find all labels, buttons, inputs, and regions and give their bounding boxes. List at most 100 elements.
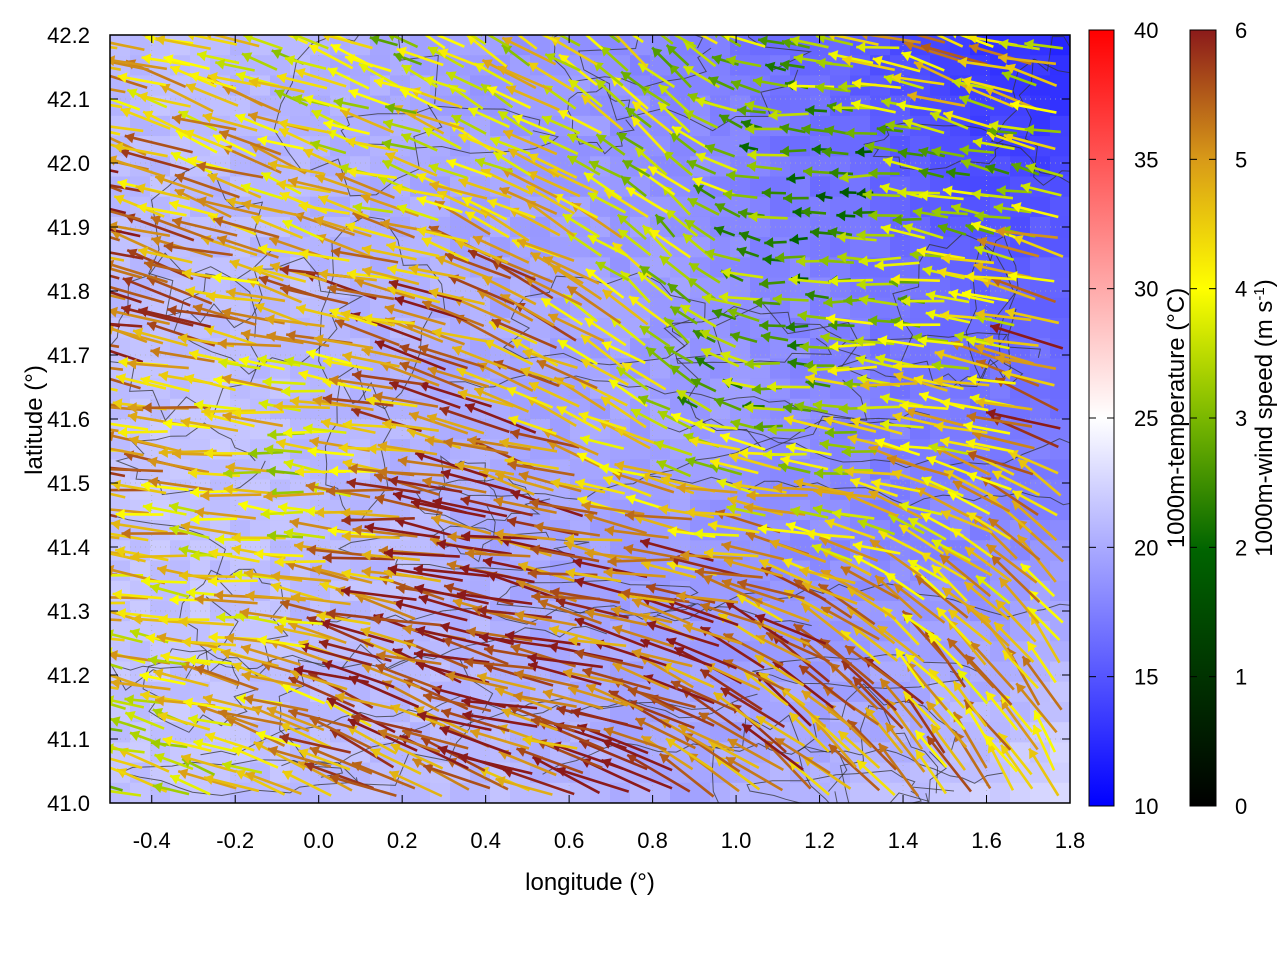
wind-vector-head (112, 398, 123, 410)
wind-vector-head (322, 552, 332, 564)
wind-vector-shaft (529, 251, 584, 285)
wind-vector (766, 381, 811, 393)
wind-vector-head (995, 353, 1006, 365)
wind-vector-shaft (699, 668, 763, 711)
wind-vector (827, 365, 878, 376)
wind-vector-head (693, 528, 703, 540)
wind-vector (941, 586, 992, 624)
contour-line (839, 705, 939, 803)
wind-vector-shaft (114, 548, 169, 562)
wind-vector-shaft (905, 661, 949, 711)
heatmap-cell (910, 297, 931, 319)
wind-vector (667, 282, 692, 304)
wind-vector-shaft (269, 263, 328, 283)
wind-vector (658, 752, 715, 798)
wind-vector-head (341, 530, 351, 542)
wind-vector-head (797, 310, 808, 322)
wind-vector-shaft (676, 486, 738, 494)
wind-vector-head (340, 309, 351, 321)
wind-vector-head (435, 255, 447, 266)
wind-vector (399, 343, 468, 370)
wind-vector (555, 597, 629, 620)
wind-vector (860, 379, 918, 391)
wind-vector-head (160, 651, 171, 663)
wind-vector-head (223, 484, 234, 495)
wind-vector-head (254, 548, 264, 560)
wind-vector-head (274, 623, 285, 635)
wind-vector-head (99, 570, 108, 581)
wind-vector-head (874, 437, 886, 449)
wind-vector-shaft (722, 658, 785, 691)
wind-vector (235, 769, 286, 796)
wind-vector-shaft (631, 650, 693, 668)
wind-vector-head (157, 564, 168, 576)
wind-vector-shaft (390, 743, 444, 770)
wind-vector (746, 489, 808, 501)
wind-vector (1015, 682, 1058, 734)
wind-vector-shaft (253, 741, 306, 770)
wind-vector-shaft (528, 381, 580, 408)
wind-vector (321, 659, 395, 689)
wind-vector-head (190, 549, 200, 561)
wind-vector-head (631, 648, 642, 659)
heatmap-cell (150, 762, 171, 784)
wind-vector-head (130, 551, 140, 563)
wind-vector-head (222, 760, 233, 772)
wind-vector (110, 789, 142, 797)
wind-vector-head (423, 691, 434, 703)
wind-vector (769, 539, 827, 564)
wind-vector-head (327, 525, 338, 537)
wind-vector-shaft (828, 743, 881, 792)
wind-vector (208, 575, 258, 587)
wind-vector-head (799, 566, 810, 578)
wind-vector-shaft (361, 348, 422, 364)
wind-vector-head (608, 690, 620, 701)
wind-vector-head (89, 318, 99, 328)
wind-vector-head (180, 521, 191, 533)
heatmap-cell (350, 621, 371, 642)
heatmap-cell (770, 782, 791, 803)
wind-vector (377, 440, 438, 456)
heatmap-cell (590, 762, 611, 784)
wind-vector (416, 710, 492, 732)
wind-vector-shaft (426, 414, 485, 435)
wind-vector-head (493, 496, 504, 507)
wind-vector-head (966, 411, 977, 423)
wind-vector (966, 450, 1034, 476)
wind-vector (505, 386, 554, 409)
wind-vector-shaft (462, 712, 538, 728)
wind-vector-shaft (355, 593, 416, 621)
wind-vector-head (723, 633, 734, 643)
wind-vector-shaft (377, 470, 444, 477)
heatmap-cell (1050, 398, 1070, 420)
wind-vector (585, 683, 644, 712)
wind-vector-shaft (754, 654, 805, 687)
wind-vector (758, 558, 811, 585)
wind-vector-shaft (940, 510, 993, 534)
wind-vector-head (289, 517, 300, 529)
heatmap-cell (1050, 479, 1070, 501)
wind-vector-head (129, 435, 140, 447)
wind-vector-head (814, 467, 824, 479)
wind-vector (205, 291, 261, 303)
wind-vector-shaft (564, 537, 623, 542)
wind-vector (542, 256, 600, 285)
wind-vector (823, 415, 877, 433)
heatmap-cell (570, 459, 591, 481)
wind-vector-head (240, 644, 252, 655)
wind-vector (377, 466, 444, 478)
heatmap-cell (610, 762, 631, 784)
wind-vector (811, 543, 853, 562)
wind-vector (565, 567, 622, 583)
wind-vector (857, 402, 901, 414)
wind-vectors (89, 35, 1064, 798)
wind-vector-head (382, 418, 392, 430)
wind-vector (491, 318, 557, 350)
wind-vector-head (122, 276, 134, 287)
wind-vector-shaft (524, 275, 583, 307)
wind-vector-head (659, 753, 671, 764)
wind-vector (794, 401, 829, 414)
wind-vector-shaft (969, 641, 1015, 691)
wind-vector-head (738, 447, 749, 459)
wind-vector-head (943, 470, 955, 480)
